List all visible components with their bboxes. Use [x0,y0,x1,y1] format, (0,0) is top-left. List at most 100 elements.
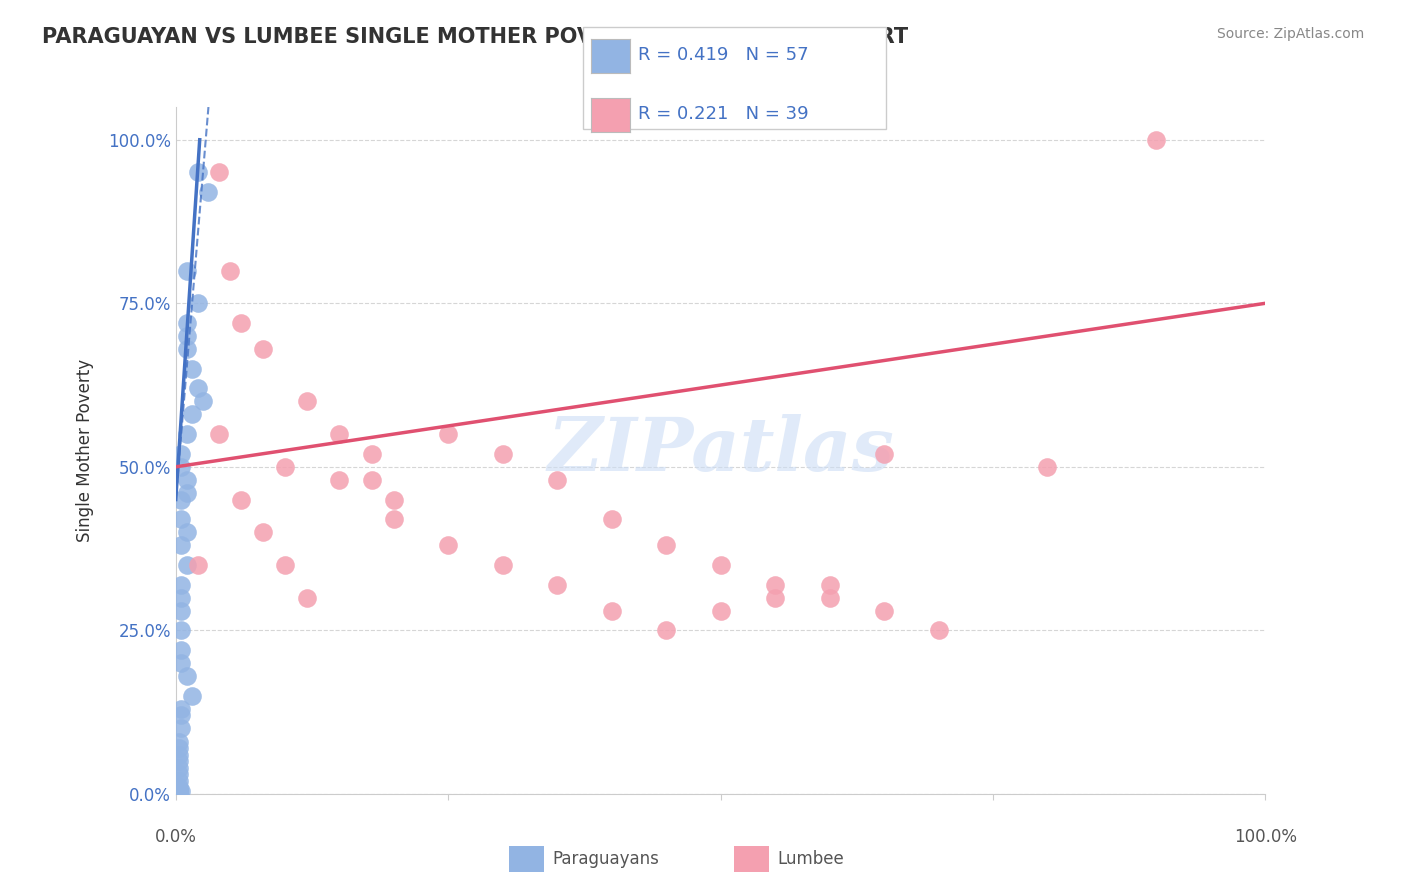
Point [328,427,350,442]
Point [167,783,190,797]
Point [710,558,733,572]
Point [818,577,841,591]
Point [167,783,190,797]
Point [176,427,198,442]
Point [186,296,209,310]
Point [167,783,190,797]
Point [274,459,297,474]
Point [186,558,209,572]
Point [167,761,190,775]
Point [167,783,190,797]
Point [492,447,515,461]
Point [710,604,733,618]
Text: Paraguayans: Paraguayans [553,850,659,868]
Point [170,722,193,736]
Point [170,604,193,618]
Point [167,773,190,788]
Point [170,577,193,591]
Point [176,342,198,356]
Text: R = 0.419   N = 57: R = 0.419 N = 57 [638,46,808,64]
Point [167,741,190,756]
Point [170,512,193,526]
Point [186,165,209,179]
Point [191,394,214,409]
Point [167,783,190,797]
Point [208,165,231,179]
Point [181,689,204,703]
Point [295,591,318,605]
Point [170,447,193,461]
Point [600,604,623,618]
Text: ZIPatlas: ZIPatlas [547,414,894,487]
Point [763,591,786,605]
Point [170,459,193,474]
Point [492,558,515,572]
Point [167,783,190,797]
Y-axis label: Single Mother Poverty: Single Mother Poverty [76,359,94,542]
Point [231,492,253,507]
Point [167,754,190,768]
Point [167,783,190,797]
Point [655,538,678,552]
Point [170,708,193,723]
Point [167,783,190,797]
Point [252,525,274,540]
Point [167,783,190,797]
Text: 0.0%: 0.0% [155,828,197,847]
Point [170,643,193,657]
Text: Lumbee: Lumbee [778,850,844,868]
Point [176,329,198,343]
Point [170,783,193,797]
Point [181,408,204,422]
Point [437,427,460,442]
Text: R = 0.221   N = 39: R = 0.221 N = 39 [638,105,808,123]
Point [1036,459,1059,474]
Point [176,263,198,277]
Point [382,512,405,526]
Point [360,447,382,461]
Point [170,492,193,507]
Point [167,780,190,795]
Point [167,783,190,797]
Point [170,656,193,670]
Point [170,538,193,552]
Point [181,361,204,376]
Point [252,342,274,356]
Point [600,512,623,526]
Point [170,591,193,605]
Point [818,591,841,605]
Point [437,538,460,552]
Point [197,185,219,199]
Point [167,747,190,762]
Point [167,767,190,781]
Point [231,316,253,330]
Point [295,394,318,409]
Point [873,604,896,618]
Point [546,577,568,591]
Point [546,473,568,487]
Point [186,381,209,395]
Text: 100.0%: 100.0% [1234,828,1296,847]
Point [219,263,242,277]
Point [176,558,198,572]
Point [170,624,193,638]
Point [873,447,896,461]
Point [655,624,678,638]
Point [763,577,786,591]
Point [167,783,190,797]
Point [176,486,198,500]
Point [176,525,198,540]
Point [167,783,190,797]
Point [167,783,190,797]
Text: Source: ZipAtlas.com: Source: ZipAtlas.com [1216,27,1364,41]
Point [176,316,198,330]
Text: PARAGUAYAN VS LUMBEE SINGLE MOTHER POVERTY CORRELATION CHART: PARAGUAYAN VS LUMBEE SINGLE MOTHER POVER… [42,27,908,46]
Point [167,783,190,797]
Point [360,473,382,487]
Point [1144,133,1167,147]
Point [176,473,198,487]
Point [208,427,231,442]
Point [382,492,405,507]
Point [274,558,297,572]
Point [928,624,950,638]
